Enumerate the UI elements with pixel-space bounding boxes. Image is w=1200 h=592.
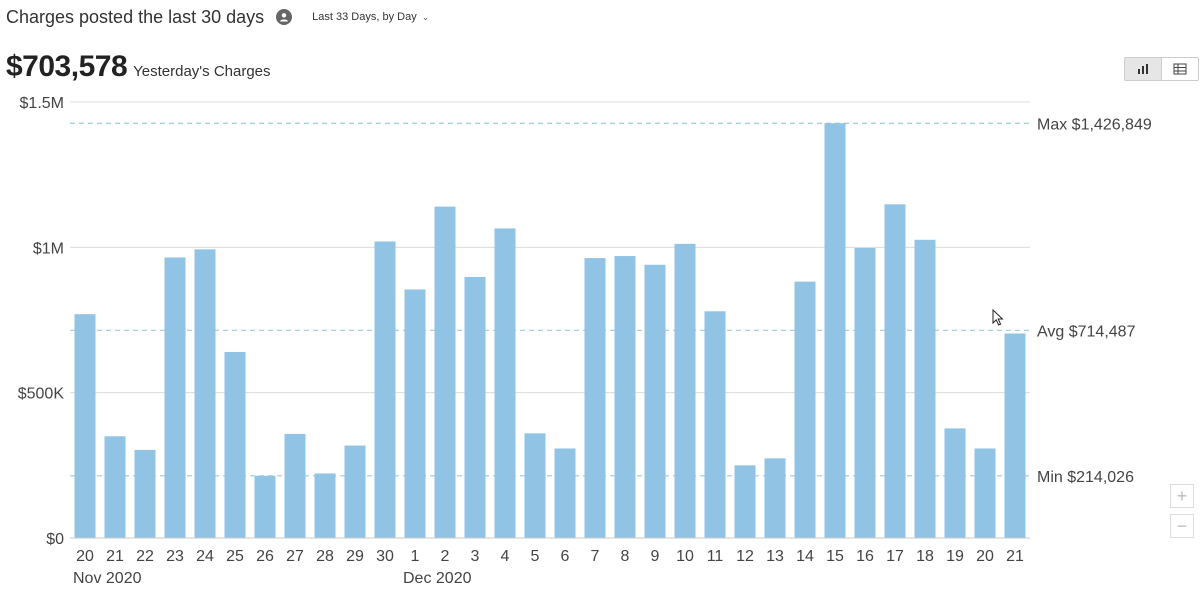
x-month-label: Dec 2020: [403, 570, 472, 587]
x-tick-label: 9: [651, 548, 660, 565]
bar: [704, 311, 726, 538]
kpi-summary: $703,578 Yesterday's Charges: [6, 50, 271, 84]
bar: [614, 256, 636, 538]
bar: [764, 458, 786, 538]
view-toggle: [1124, 57, 1199, 81]
kpi-value: $703,578: [6, 50, 128, 83]
bar: [914, 239, 936, 538]
y-tick-label: $1.5M: [20, 95, 64, 112]
table-icon: [1173, 63, 1187, 75]
x-tick-label: 29: [346, 548, 364, 565]
x-tick-label: 21: [1006, 548, 1024, 565]
x-tick-label: 12: [736, 548, 754, 565]
x-tick-label: 26: [256, 548, 274, 565]
bar: [974, 448, 996, 538]
zoom-in-button[interactable]: +: [1170, 484, 1194, 508]
chart-header: Charges posted the last 30 days Last 33 …: [6, 4, 429, 30]
x-tick-label: 2: [441, 548, 450, 565]
bar: [944, 428, 966, 538]
bar: [794, 281, 816, 538]
x-tick-label: 25: [226, 548, 244, 565]
bar: [344, 445, 366, 538]
x-tick-label: 20: [976, 548, 994, 565]
kpi-label: Yesterday's Charges: [133, 63, 271, 80]
x-tick-label: 22: [136, 548, 154, 565]
bar: [404, 289, 426, 538]
y-tick-label: $0: [46, 531, 64, 548]
x-tick-label: 7: [591, 548, 600, 565]
date-range-label: Last 33 Days, by Day: [312, 11, 417, 23]
x-tick-label: 6: [561, 548, 570, 565]
x-tick-label: 13: [766, 548, 784, 565]
reference-label-min: Min $214,026: [1037, 469, 1134, 486]
x-tick-label: 4: [501, 548, 510, 565]
x-tick-label: 23: [166, 548, 184, 565]
reference-label-max: Max $1,426,849: [1037, 116, 1152, 133]
bar: [194, 249, 216, 539]
date-range-dropdown[interactable]: Last 33 Days, by Day ⌄: [312, 11, 429, 23]
bar: [644, 264, 666, 538]
bar-chart-view-button[interactable]: [1125, 58, 1161, 80]
bar: [164, 257, 186, 538]
mouse-cursor-icon: [992, 309, 1004, 326]
x-tick-label: 30: [376, 548, 394, 565]
x-tick-label: 24: [196, 548, 214, 565]
bar: [1004, 333, 1026, 538]
x-tick-label: 16: [856, 548, 874, 565]
bar: [734, 465, 756, 538]
bar: [524, 433, 546, 538]
bar: [884, 204, 906, 538]
x-tick-label: 3: [471, 548, 480, 565]
x-tick-label: 1: [411, 548, 420, 565]
x-tick-label: 10: [676, 548, 694, 565]
x-tick-label: 14: [796, 548, 814, 565]
bar: [374, 241, 396, 538]
bar: [134, 449, 156, 538]
x-month-label: Nov 2020: [73, 570, 142, 587]
bar: [224, 351, 246, 538]
x-tick-label: 19: [946, 548, 964, 565]
bar: [554, 448, 576, 538]
bar: [284, 433, 306, 538]
reference-label-avg: Avg $714,487: [1037, 323, 1136, 340]
bar: [854, 247, 876, 538]
bar: [464, 276, 486, 538]
bar: [104, 436, 126, 538]
table-view-button[interactable]: [1161, 58, 1198, 80]
x-tick-label: 5: [531, 548, 540, 565]
y-tick-label: $1M: [33, 240, 64, 257]
y-tick-label: $500K: [18, 386, 65, 403]
chevron-down-icon: ⌄: [421, 11, 430, 22]
bar: [434, 206, 456, 538]
x-tick-label: 17: [886, 548, 904, 565]
x-tick-label: 21: [106, 548, 124, 565]
bar: [314, 473, 336, 538]
bar-chart-icon: [1138, 64, 1148, 74]
bar: [824, 123, 846, 538]
x-tick-label: 27: [286, 548, 304, 565]
x-tick-label: 18: [916, 548, 934, 565]
bar: [584, 258, 606, 538]
x-tick-label: 28: [316, 548, 334, 565]
user-circle-icon[interactable]: [276, 9, 293, 25]
x-tick-label: 8: [621, 548, 630, 565]
zoom-out-button[interactable]: −: [1170, 514, 1194, 538]
chart-title: Charges posted the last 30 days: [6, 6, 265, 27]
bar: [674, 243, 696, 538]
bar: [494, 228, 516, 538]
bar: [74, 314, 96, 538]
x-tick-label: 15: [826, 548, 844, 565]
x-tick-label: 20: [76, 548, 94, 565]
x-tick-label: 11: [707, 548, 724, 565]
bar: [254, 475, 276, 538]
